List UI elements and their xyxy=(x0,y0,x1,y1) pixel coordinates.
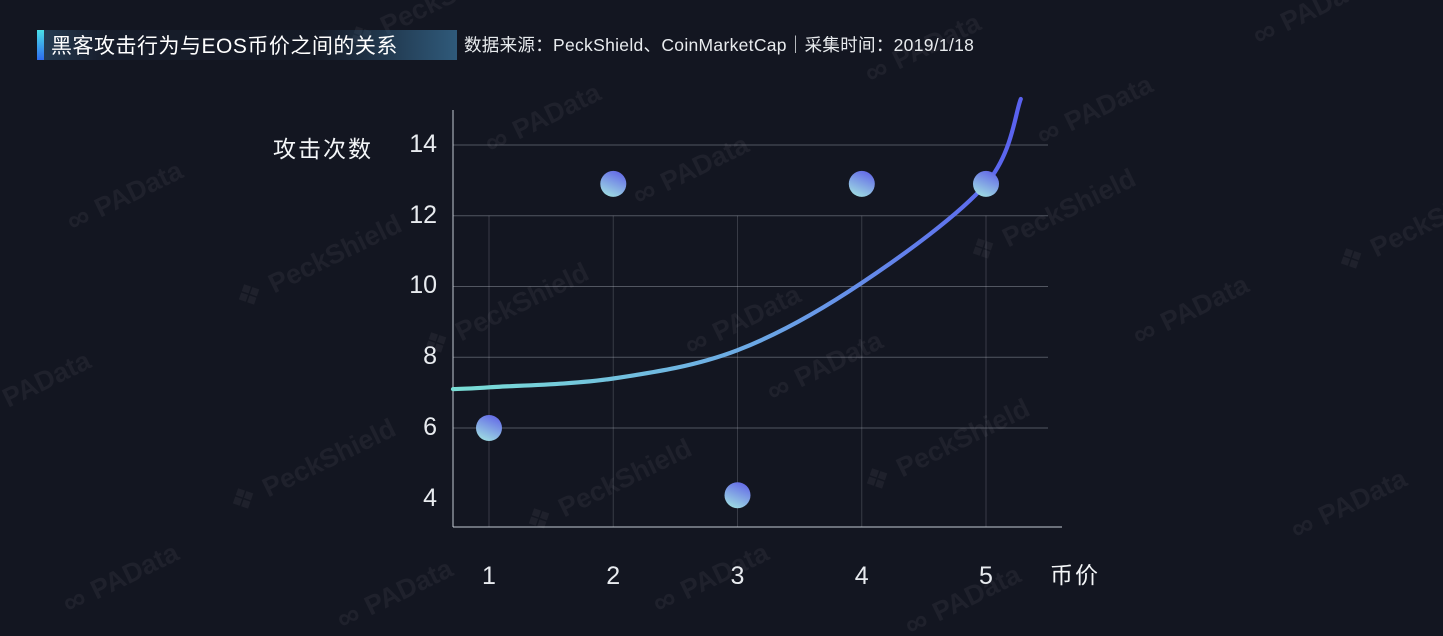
watermark-text: PeckShield xyxy=(553,432,697,523)
title-strip: 黑客攻击行为与EOS币价之间的关系 xyxy=(37,30,457,60)
peckshield-logo-icon: ❖ xyxy=(519,497,560,541)
padata-logo-icon: ∞ xyxy=(898,601,934,636)
x-tick-label: 5 xyxy=(979,562,993,590)
padata-logo-icon: ∞ xyxy=(330,595,366,636)
scatter-point xyxy=(724,482,751,509)
watermark-text: PAData xyxy=(789,324,888,393)
watermark-peckshield: ❖PeckShield xyxy=(1331,170,1443,282)
y-axis-title: 攻击次数 xyxy=(273,136,373,162)
padata-logo-icon: ∞ xyxy=(626,171,662,213)
watermark-text: PeckShield xyxy=(1365,172,1443,263)
padata-logo-icon: ∞ xyxy=(646,579,682,621)
watermark-text: PAData xyxy=(1059,68,1158,137)
padata-logo-icon: ∞ xyxy=(1246,11,1282,53)
watermark-padata: ∞ PAData xyxy=(0,342,97,429)
watermark-padata: ∞ PAData xyxy=(56,534,184,621)
watermark-padata: ∞ PAData xyxy=(760,322,888,409)
watermark-text: PAData xyxy=(85,536,184,605)
watermark-padata: ∞ PAData xyxy=(678,276,806,363)
watermark-text: PAData xyxy=(89,154,188,223)
watermark-peckshield: ❖PeckShield xyxy=(416,254,594,366)
watermark-text: PAData xyxy=(1313,462,1412,531)
watermark-text: PAData xyxy=(1155,268,1254,337)
watermark-padata: ∞ PAData xyxy=(626,126,754,213)
watermark-text: PeckShield xyxy=(997,162,1141,253)
scatter-point xyxy=(600,170,627,197)
data-source-note: 数据来源：PeckShield、CoinMarketCap｜采集时间：2019/… xyxy=(464,35,975,55)
x-tick-label: 2 xyxy=(606,562,621,590)
peckshield-logo-icon: ❖ xyxy=(963,227,1004,271)
x-tick-label: 3 xyxy=(730,562,745,590)
watermark-peckshield: ❖PeckShield xyxy=(857,390,1035,502)
y-tick-label: 12 xyxy=(409,200,437,229)
watermark-padata: ∞ PAData xyxy=(1246,0,1374,54)
watermark-text: PAData xyxy=(359,552,458,621)
watermark-padata: ∞ PAData xyxy=(1030,66,1158,153)
y-tick-label: 8 xyxy=(423,342,437,371)
watermark-padata: ∞ PAData xyxy=(1284,460,1412,547)
peckshield-logo-icon: ❖ xyxy=(857,457,898,501)
x-tick-label: 1 xyxy=(482,562,496,590)
padata-logo-icon: ∞ xyxy=(56,579,92,621)
watermark-text: PAData xyxy=(0,344,96,413)
padata-logo-icon: ∞ xyxy=(1284,505,1320,547)
watermark-padata: ∞ PAData xyxy=(478,74,606,161)
y-tick-label: 4 xyxy=(423,483,437,512)
watermark-text: PAData xyxy=(655,128,754,197)
x-axis-title: 币价 xyxy=(1050,562,1100,588)
y-tick-label: 10 xyxy=(409,271,437,300)
watermark-text: PeckShield xyxy=(891,392,1035,483)
padata-logo-icon: ∞ xyxy=(1030,111,1066,153)
watermark-text: PeckShield xyxy=(450,256,594,347)
title-accent-bar xyxy=(37,30,44,60)
watermark-padata: ∞ PAData xyxy=(330,550,458,636)
watermark-text: PAData xyxy=(507,76,606,145)
watermark-text: PAData xyxy=(707,278,806,347)
watermark-peckshield: ❖PeckShield xyxy=(963,160,1141,272)
y-tick-label: 6 xyxy=(423,413,437,441)
peckshield-logo-icon: ❖ xyxy=(229,273,270,317)
x-tick-label: 4 xyxy=(854,562,869,590)
peckshield-logo-icon: ❖ xyxy=(1331,237,1372,281)
watermark-peckshield: ❖PeckShield xyxy=(519,430,697,542)
scatter-point xyxy=(476,415,502,441)
padata-logo-icon: ∞ xyxy=(60,197,96,239)
watermark-text: PAData xyxy=(1275,0,1374,37)
watermark-padata: ∞ PAData xyxy=(1126,266,1254,353)
padata-logo-icon: ∞ xyxy=(1126,311,1162,353)
y-tick-label: 14 xyxy=(409,129,437,158)
scatter-point xyxy=(973,170,999,197)
padata-logo-icon: ∞ xyxy=(760,367,796,409)
scatter-point xyxy=(848,170,875,197)
peckshield-logo-icon: ❖ xyxy=(223,477,264,521)
watermark-padata: ∞ PAData xyxy=(60,152,188,239)
page-title: 黑客攻击行为与EOS币价之间的关系 xyxy=(51,35,398,58)
padata-logo-icon: ∞ xyxy=(478,119,514,161)
padata-logo-icon: ∞ xyxy=(678,321,714,363)
